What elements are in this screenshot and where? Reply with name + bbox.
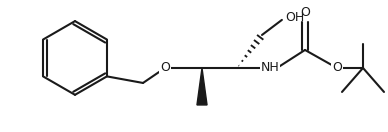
Text: OH: OH [285, 11, 304, 24]
Text: O: O [160, 62, 170, 74]
Polygon shape [197, 68, 207, 105]
Text: NH: NH [261, 62, 279, 74]
Text: O: O [332, 62, 342, 74]
Text: O: O [300, 6, 310, 19]
